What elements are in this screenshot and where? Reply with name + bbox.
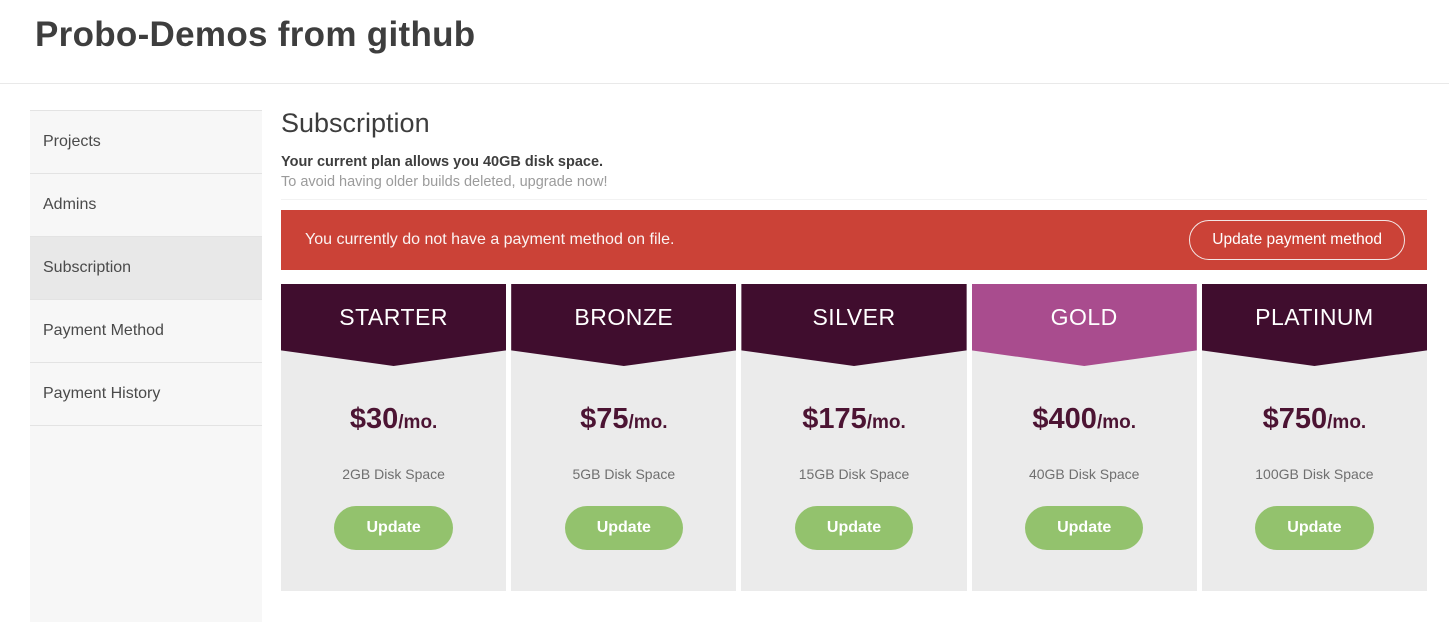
plan-price: $750/mo. (1202, 403, 1427, 436)
page-header: Probo-Demos from github (0, 0, 1449, 84)
alert-message: You currently do not have a payment meth… (305, 231, 675, 248)
plan-price: $30/mo. (281, 403, 506, 436)
update-plan-button-bronze[interactable]: Update (564, 506, 683, 550)
update-payment-method-button[interactable]: Update payment method (1189, 220, 1405, 260)
price-period: /mo. (866, 412, 906, 433)
price-amount: $750 (1262, 403, 1328, 435)
plan-disk-space: 100GB Disk Space (1255, 466, 1374, 482)
pricing-plans: STARTER $30/mo. 2GB Disk Space Update BR… (281, 284, 1428, 591)
plan-price: $175/mo. (741, 403, 966, 436)
plan-card-starter: STARTER $30/mo. 2GB Disk Space Update (281, 284, 507, 591)
price-period: /mo. (1096, 412, 1136, 433)
update-plan-button-silver[interactable]: Update (794, 506, 914, 550)
sidebar-item-admins[interactable]: Admins (30, 174, 262, 237)
update-plan-button-gold[interactable]: Update (1025, 506, 1144, 550)
plan-card-platinum: PLATINUM $750/mo. 100GB Disk Space Updat… (1201, 284, 1428, 591)
plan-disk-space: 2GB Disk Space (342, 466, 445, 482)
plan-price: $75/mo. (511, 403, 736, 436)
plan-name: SILVER (741, 284, 967, 366)
main-content: Subscription Your current plan allows yo… (281, 108, 1428, 591)
plan-name: PLATINUM (1201, 284, 1428, 366)
update-plan-button-starter[interactable]: Update (334, 506, 453, 550)
plan-disk-space: 15GB Disk Space (798, 466, 910, 482)
plan-card-gold: GOLD $400/mo. 40GB Disk Space Update (971, 284, 1197, 591)
price-period: /mo. (1327, 412, 1367, 433)
update-plan-button-platinum[interactable]: Update (1255, 506, 1374, 550)
sidebar-item-payment-history[interactable]: Payment History (30, 363, 262, 426)
layout: Projects Admins Subscription Payment Met… (0, 84, 1449, 622)
plan-card-silver: SILVER $175/mo. 15GB Disk Space Update (741, 284, 967, 591)
plan-disk-space: 5GB Disk Space (572, 466, 676, 482)
plan-disk-space: 40GB Disk Space (1028, 466, 1140, 482)
sidebar-item-projects[interactable]: Projects (30, 111, 262, 174)
price-period: /mo. (628, 412, 668, 433)
plan-name: GOLD (971, 284, 1197, 366)
section-heading: Subscription (281, 108, 430, 138)
sidebar-item-subscription[interactable]: Subscription (30, 237, 262, 300)
sidebar: Projects Admins Subscription Payment Met… (30, 110, 262, 622)
sidebar-item-payment-method[interactable]: Payment Method (30, 300, 262, 363)
divider (281, 199, 1427, 200)
current-plan-summary: Your current plan allows you 40GB disk s… (281, 154, 604, 170)
page-title: Probo-Demos from github (35, 15, 476, 54)
price-amount: $400 (1032, 403, 1097, 435)
upgrade-hint: To avoid having older builds deleted, up… (281, 174, 608, 190)
plan-price: $400/mo. (972, 403, 1197, 436)
plan-card-bronze: BRONZE $75/mo. 5GB Disk Space Update (511, 284, 737, 591)
price-amount: $75 (580, 403, 629, 435)
price-amount: $30 (349, 403, 399, 435)
payment-alert-banner: You currently do not have a payment meth… (281, 210, 1427, 270)
plan-name: STARTER (281, 284, 507, 366)
plan-name: BRONZE (511, 284, 737, 366)
price-period: /mo. (398, 412, 438, 433)
price-amount: $175 (802, 403, 867, 435)
